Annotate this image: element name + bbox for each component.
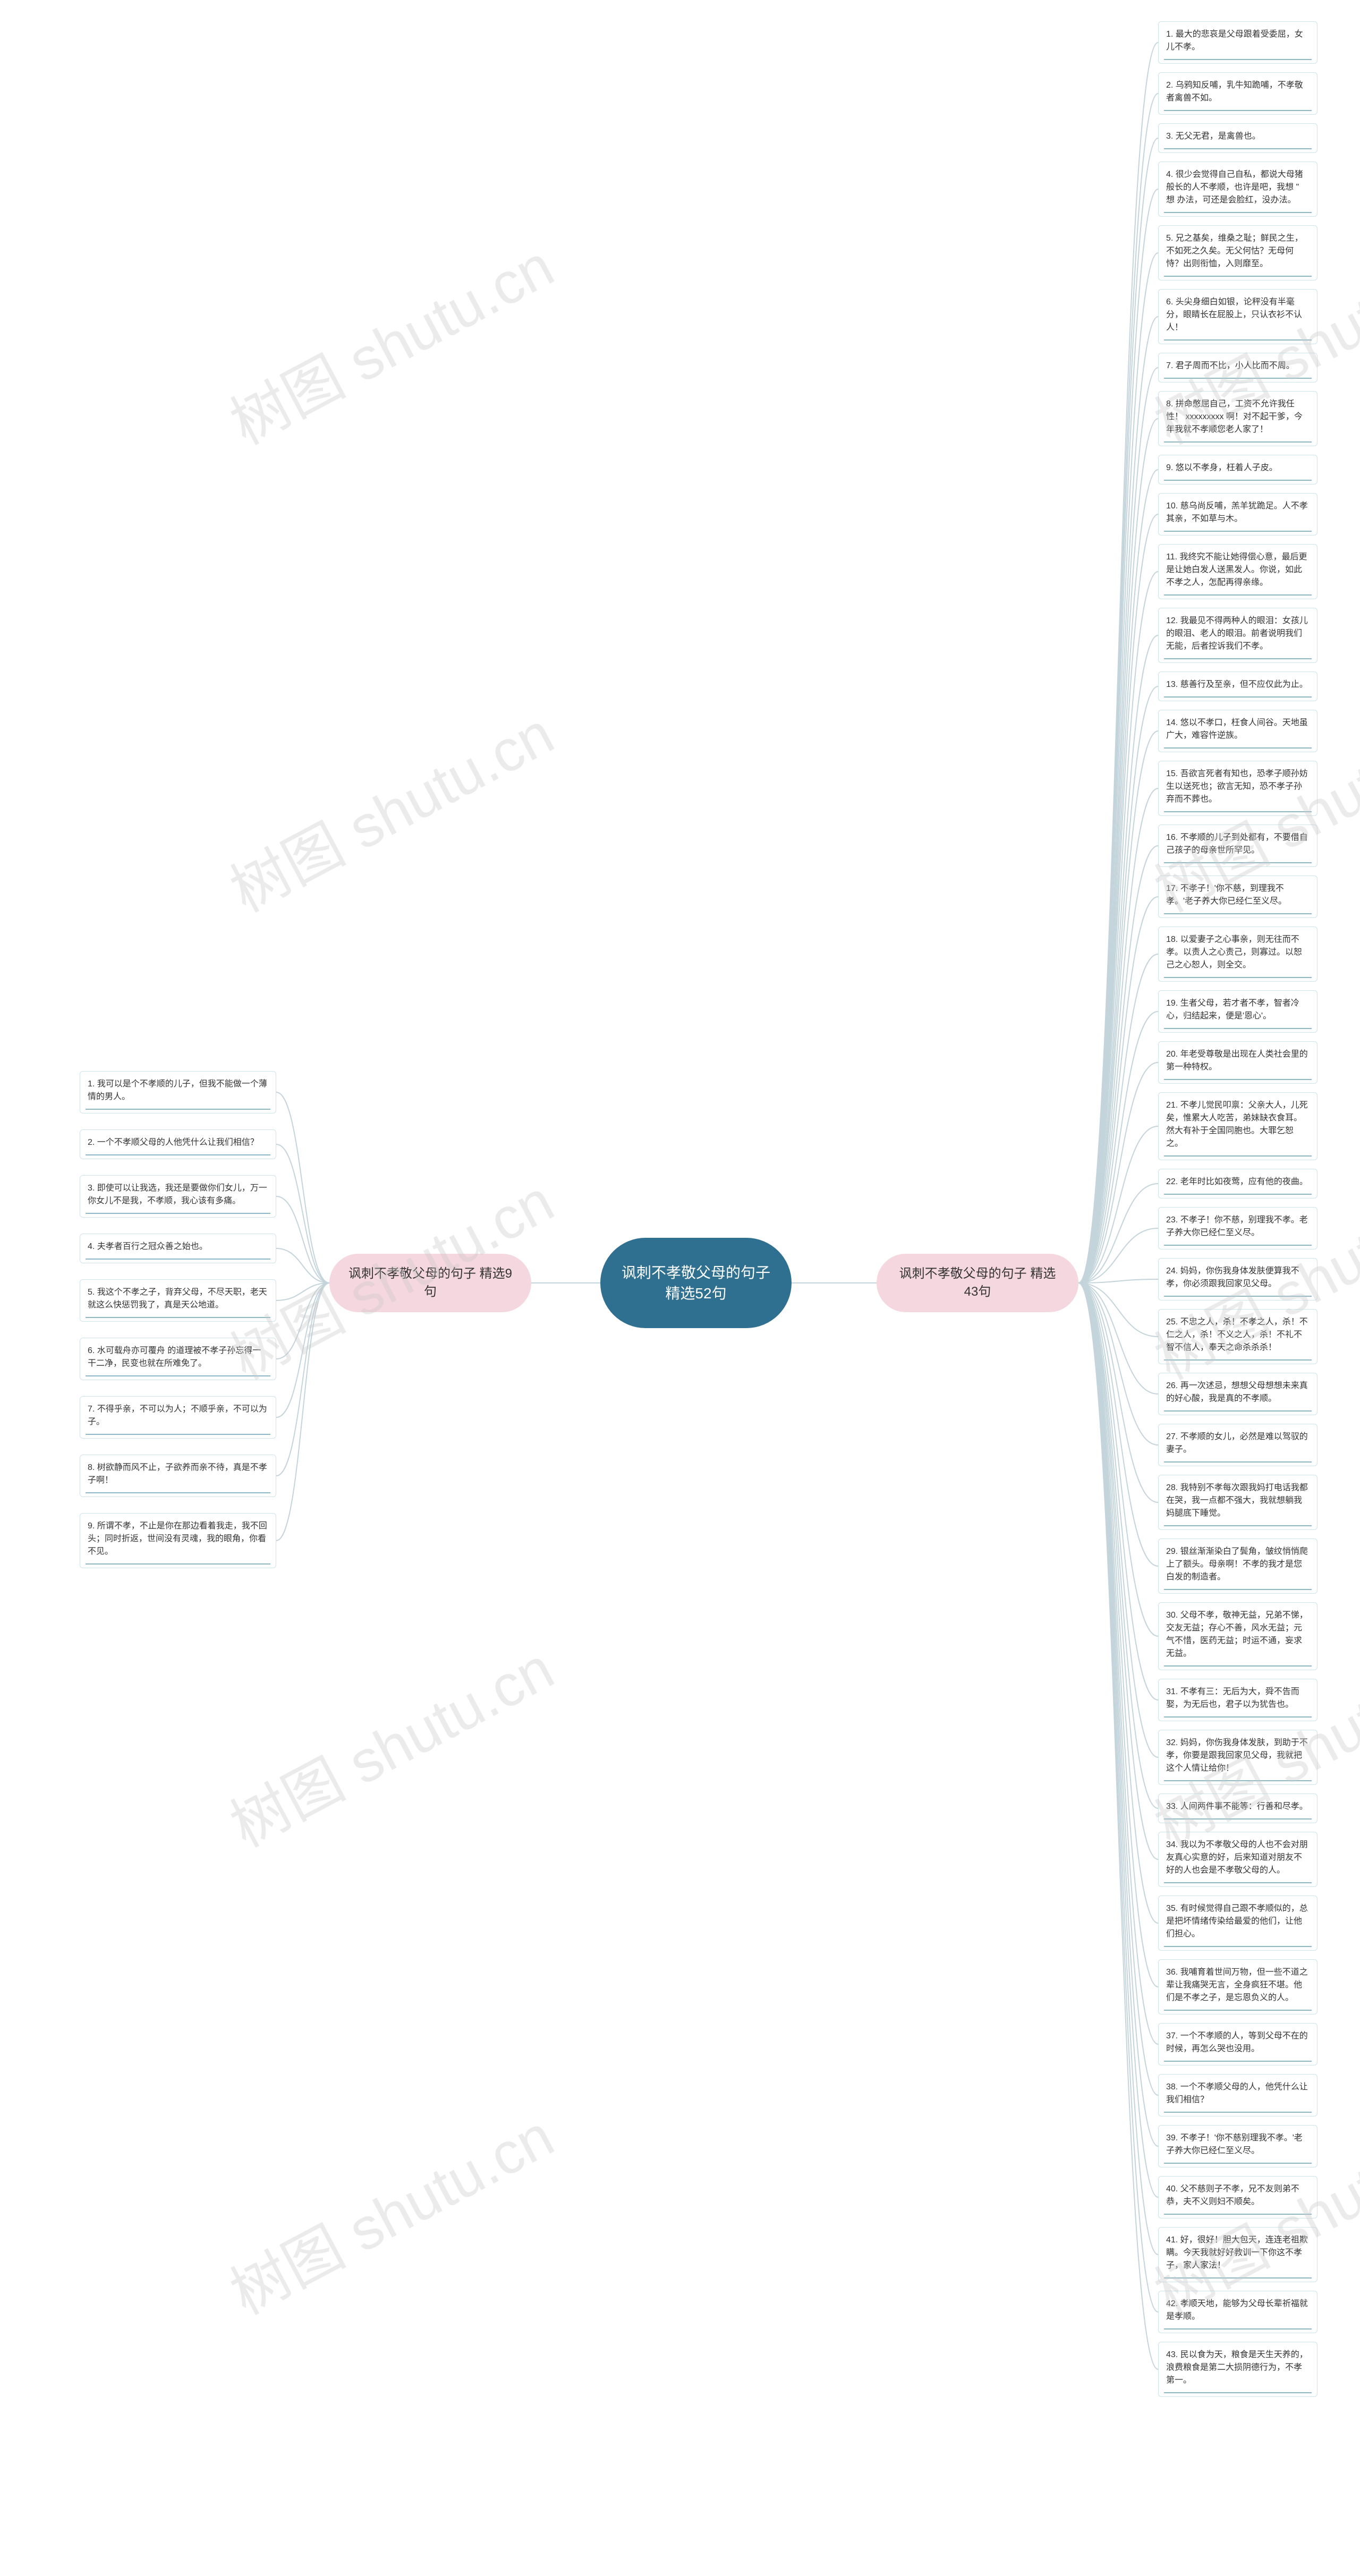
right-leaf: 30. 父母不孝，敬神无益，兄弟不悌，交友无益；存心不善，风水无益；元气不惜，医… [1158, 1602, 1318, 1670]
right-leaf: 4. 很少会觉得自己自私，都说大母猪般长的人不孝顺，也许是吧，我想 " 想 办法… [1158, 161, 1318, 217]
right-leaf: 41. 好，很好！胆大包天，连连老祖欺瞒。今天我就好好教训一下你这不孝子，家人家… [1158, 2227, 1318, 2282]
right-leaf: 10. 慈乌尚反哺，羔羊犹跪足。人不孝其亲，不如草与木。 [1158, 493, 1318, 535]
left-leaf: 9. 所谓不孝，不止是你在那边看着我走，我不回头；同时折返，世间没有灵魂，我的眼… [80, 1513, 276, 1568]
page-root: 讽刺不孝敬父母的句子精选52句 讽刺不孝敬父母的句子 精选9句 讽刺不孝敬父母的… [0, 0, 1360, 2576]
right-leaf: 42. 孝顺天地，能够为父母长辈祈福就是孝顺。 [1158, 2291, 1318, 2333]
left-leaf: 5. 我这个不孝之子，背弃父母，不尽天职，老天就这么快惩罚我了，真是天公地道。 [80, 1279, 276, 1322]
right-leaf: 24. 妈妈，你伤我身体发肤便算我不孝，你必须跟我回家见父母。 [1158, 1258, 1318, 1300]
right-leaf: 1. 最大的悲哀是父母跟着受委屈，女儿不孝。 [1158, 21, 1318, 64]
right-leaf: 36. 我哺育着世间万物，但一些不道之辈让我痛哭无言，全身疯狂不堪。他们是不孝之… [1158, 1959, 1318, 2014]
right-leaf: 5. 兄之基矣，维桑之耻；鲜民之生，不如死之久矣。无父何怙？无母何恃？出则衔恤，… [1158, 225, 1318, 280]
right-leaf: 6. 头尖身细白如银，论秤没有半毫分，眼睛长在屁股上，只认衣衫不认人！ [1158, 289, 1318, 344]
watermark: 树图 shutu.cn [213, 1622, 566, 1863]
right-leaf: 19. 生者父母，若才者不孝，智者冷心，归结起来，便是'恩心'。 [1158, 990, 1318, 1033]
right-leaf: 16. 不孝顺的儿子到处都有，不要借自己孩子的母亲世所罕见。 [1158, 824, 1318, 867]
watermark: 树图 shutu.cn [213, 687, 566, 928]
right-leaf: 32. 妈妈，你伤我身体发肤，到助于不孝，你要是跟我回家见父母，我就把这个人情让… [1158, 1730, 1318, 1785]
sub-right-label: 讽刺不孝敬父母的句子 精选43句 [892, 1265, 1062, 1300]
watermark: 树图 shutu.cn [213, 2089, 566, 2331]
right-leaf: 21. 不孝儿觉民叩禀：父亲大人，儿死矣，惟累大人吃苦，弟妹缺衣食耳。然大有补于… [1158, 1092, 1318, 1160]
left-leaf: 7. 不得乎亲，不可以为人；不顺乎亲，不可以为子。 [80, 1396, 276, 1439]
right-leaf: 25. 不忠之人，杀！不孝之人，杀！不仁之人，杀！不义之人，杀！不礼不智不信人，… [1158, 1309, 1318, 1364]
right-leaf: 12. 我最见不得两种人的眼泪：女孩儿的眼泪、老人的眼泪。前者说明我们无能，后者… [1158, 608, 1318, 663]
right-leaf: 38. 一个不孝顺父母的人，他凭什么让我们相信？ [1158, 2074, 1318, 2116]
right-leaf: 33. 人间两件事不能等：行善和尽孝。 [1158, 1793, 1318, 1823]
sub-left-label: 讽刺不孝敬父母的句子 精选9句 [345, 1265, 515, 1300]
left-leaf: 2. 一个不孝顺父母的人他凭什么让我们相信？ [80, 1129, 276, 1159]
sub-node-right: 讽刺不孝敬父母的句子 精选43句 [877, 1254, 1078, 1312]
right-leaf-column: 1. 最大的悲哀是父母跟着受委屈，女儿不孝。 2. 乌鸦知反哺，乳牛知跪哺，不孝敬… [1158, 21, 1318, 2397]
right-leaf: 17. 不孝子！'你不慈，到理我不孝。'老子养大你已经仁至义尽。 [1158, 875, 1318, 918]
right-leaf: 43. 民以食为天，粮食是天生天养的，浪费粮食是第二大损阴德行为，不孝第一。 [1158, 2342, 1318, 2397]
right-leaf: 39. 不孝子！'你不慈别理我不孝。'老子养大你已经仁至义尽。 [1158, 2125, 1318, 2167]
right-leaf: 18. 以爱妻子之心事亲，则无往而不孝。以责人之心责己，则寡过。以恕己之心恕人，… [1158, 926, 1318, 982]
right-leaf: 35. 有时候觉得自己跟不孝顺似的，总是把坏情绪传染给最爱的他们，让他们担心。 [1158, 1895, 1318, 1951]
right-leaf: 27. 不孝顺的女儿，必然是难以驾驭的妻子。 [1158, 1424, 1318, 1466]
right-leaf: 28. 我特别不孝每次跟我妈打电话我都在哭，我一点都不强大，我就想躺我妈腿底下睡… [1158, 1475, 1318, 1530]
right-leaf: 13. 慈善行及至亲，但不应仅此为止。 [1158, 671, 1318, 701]
right-leaf: 22. 老年时比如夜莺，应有他的夜曲。 [1158, 1169, 1318, 1198]
left-leaf: 6. 水可载舟亦可覆舟 的道理被不孝子孙忘得一干二净，民变也就在所难免了。 [80, 1338, 276, 1380]
left-leaf: 4. 夫孝者百行之冠众善之始也。 [80, 1234, 276, 1263]
left-leaf: 8. 树欲静而风不止，子欲养而亲不待，真是不孝子啊！ [80, 1455, 276, 1497]
center-node: 讽刺不孝敬父母的句子精选52句 [600, 1238, 792, 1328]
left-leaf-column: 1. 我可以是个不孝顺的儿子，但我不能做一个薄情的男人。 2. 一个不孝顺父母的人… [80, 1071, 276, 1568]
right-leaf: 2. 乌鸦知反哺，乳牛知跪哺，不孝敬者禽兽不如。 [1158, 72, 1318, 115]
right-leaf: 9. 悠以不孝身，枉着人子皮。 [1158, 455, 1318, 484]
right-leaf: 8. 拼命憋屈自己，工资不允许我任性！ xxxxxxxxx 啊！对不起干爹，今年… [1158, 391, 1318, 446]
right-leaf: 34. 我以为不孝敬父母的人也不会对朋友真心实意的好，后来知道对朋友不好的人也会… [1158, 1832, 1318, 1887]
right-leaf: 7. 君子周而不比，小人比而不周。 [1158, 353, 1318, 382]
right-leaf: 31. 不孝有三：无后为大，舜不告而娶，为无后也，君子以为犹告也。 [1158, 1679, 1318, 1721]
right-leaf: 15. 吾欲言死者有知也，恐孝子顺孙妨生以送死也；欲言无知，恐不孝子孙弃而不葬也… [1158, 761, 1318, 816]
sub-node-left: 讽刺不孝敬父母的句子 精选9句 [329, 1254, 531, 1312]
right-leaf: 3. 无父无君，是禽兽也。 [1158, 123, 1318, 153]
watermark: 树图 shutu.cn [213, 219, 566, 461]
right-leaf: 14. 悠以不孝口，枉食人间谷。天地虽广大，难容忤逆族。 [1158, 710, 1318, 752]
right-leaf: 23. 不孝子！你不慈，别理我不孝。老子养大你已经仁至义尽。 [1158, 1207, 1318, 1249]
right-leaf: 26. 再一次述忌，想想父母想想未来真的好心酸，我是真的不孝顺。 [1158, 1373, 1318, 1415]
center-label: 讽刺不孝敬父母的句子精选52句 [622, 1262, 770, 1304]
right-leaf: 20. 年老受尊敬是出现在人类社会里的第一种特权。 [1158, 1041, 1318, 1084]
right-leaf: 40. 父不慈则子不孝，兄不友则弟不恭，夫不义则妇不顺矣。 [1158, 2176, 1318, 2218]
right-leaf: 37. 一个不孝顺的人，等到父母不在的时候，再怎么哭也没用。 [1158, 2023, 1318, 2065]
left-leaf: 3. 即使可以让我选，我还是要做你们女儿，万一你女儿不是我，不孝顺，我心该有多痛… [80, 1175, 276, 1218]
right-leaf: 11. 我终究不能让她得偿心意，最后更是让她白发人送黑发人。你说，如此不孝之人，… [1158, 544, 1318, 599]
left-leaf: 1. 我可以是个不孝顺的儿子，但我不能做一个薄情的男人。 [80, 1071, 276, 1113]
right-leaf: 29. 银丝渐渐染白了鬓角，皱纹悄悄爬上了额头。母亲啊！不孝的我才是您白发的制造… [1158, 1538, 1318, 1594]
